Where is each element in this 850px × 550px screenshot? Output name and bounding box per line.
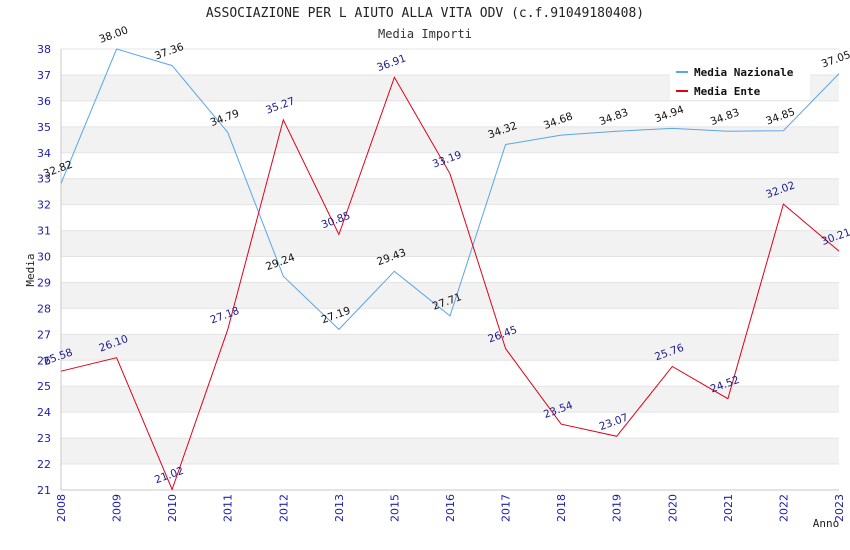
grid-band bbox=[61, 438, 839, 465]
y-axis-title: Media bbox=[24, 253, 37, 286]
x-tick-label: 2016 bbox=[444, 494, 457, 522]
y-tick-label: 24 bbox=[37, 406, 51, 419]
x-tick-label: 2018 bbox=[555, 494, 568, 522]
data-label: 34.94 bbox=[653, 104, 686, 126]
x-tick-label: 2012 bbox=[277, 494, 290, 522]
series-line-media-ente bbox=[60, 76, 840, 491]
x-tick-label: 2023 bbox=[833, 494, 846, 522]
legend-background bbox=[670, 62, 810, 100]
x-tick-label: 2020 bbox=[666, 494, 679, 522]
grid-band bbox=[61, 386, 839, 413]
y-tick-label: 36 bbox=[37, 95, 51, 108]
y-tick-label: 35 bbox=[37, 121, 51, 134]
grid-band bbox=[61, 230, 839, 257]
chart-subtitle: Media Importi bbox=[378, 27, 472, 41]
y-tick-label: 23 bbox=[37, 432, 51, 445]
y-tick-label: 22 bbox=[37, 458, 51, 471]
x-tick-label: 2009 bbox=[111, 494, 124, 522]
x-tick-label: 2019 bbox=[611, 494, 624, 522]
data-label: 25.58 bbox=[42, 346, 74, 368]
legend-label: Media Ente bbox=[694, 85, 761, 98]
y-tick-label: 37 bbox=[37, 69, 51, 82]
y-tick-label: 26 bbox=[37, 354, 51, 367]
y-tick-label: 21 bbox=[37, 484, 51, 497]
x-tick-label: 2017 bbox=[500, 494, 513, 522]
y-tick-label: 29 bbox=[37, 276, 51, 289]
x-tick-label: 2010 bbox=[166, 494, 179, 522]
series-line-media-nazionale bbox=[60, 48, 840, 331]
data-label: 34.85 bbox=[764, 106, 796, 128]
y-tick-label: 32 bbox=[37, 199, 51, 212]
legend: Media Nazionale Media Ente bbox=[670, 62, 810, 100]
legend-label: Media Nazionale bbox=[694, 66, 794, 79]
y-tick-label: 30 bbox=[37, 251, 51, 264]
x-tick-label: 2022 bbox=[777, 494, 790, 522]
data-label: 37.05 bbox=[820, 49, 850, 71]
grid-band bbox=[61, 178, 839, 205]
chart-title: ASSOCIAZIONE PER L AIUTO ALLA VITA ODV (… bbox=[205, 6, 645, 21]
y-tick-label: 34 bbox=[37, 147, 51, 160]
grid-band bbox=[61, 126, 839, 153]
data-label: 37.36 bbox=[153, 41, 186, 63]
grid-band bbox=[61, 282, 839, 309]
y-tick-label: 31 bbox=[37, 225, 51, 238]
data-label: 36.91 bbox=[375, 53, 407, 75]
y-tick-label: 28 bbox=[37, 302, 51, 315]
x-tick-label: 2021 bbox=[722, 494, 735, 522]
x-tick-label: 2011 bbox=[222, 494, 235, 522]
data-label: 23.07 bbox=[598, 412, 630, 434]
data-label: 38.00 bbox=[97, 24, 129, 46]
data-label: 34.79 bbox=[209, 108, 241, 130]
data-label: 34.83 bbox=[709, 106, 741, 128]
data-label: 32.82 bbox=[42, 159, 74, 181]
y-tick-label: 25 bbox=[37, 380, 51, 393]
y-tick-label: 33 bbox=[37, 173, 51, 186]
y-tick-label: 38 bbox=[37, 43, 51, 56]
data-label: 34.83 bbox=[598, 106, 630, 128]
x-tick-label: 2008 bbox=[55, 494, 68, 522]
x-axis-title: Anno bbox=[813, 517, 840, 530]
x-tick-label: 2013 bbox=[333, 494, 346, 522]
x-tick-label: 2015 bbox=[388, 494, 401, 522]
y-tick-label: 27 bbox=[37, 328, 51, 341]
grid-band bbox=[61, 334, 839, 361]
